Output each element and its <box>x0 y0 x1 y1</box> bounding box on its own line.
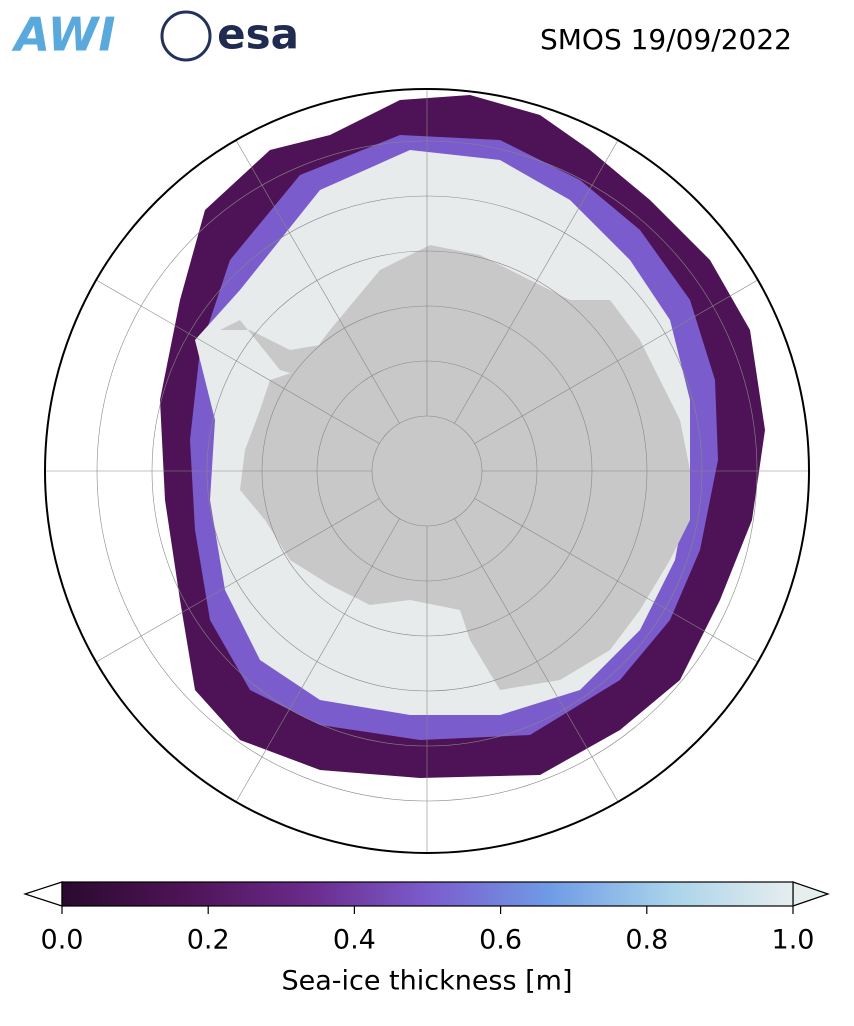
colorbar-tick-label: 0.4 <box>333 925 376 956</box>
esa-emblem <box>160 10 212 62</box>
esa-logo: esa <box>217 10 299 59</box>
colorbar-ramp <box>61 881 794 907</box>
colorbar: 0.0 0.2 0.4 0.6 0.8 1.0 <box>23 881 830 956</box>
antarctica <box>240 245 690 690</box>
graticule-meridian <box>226 124 400 424</box>
colorbar-tick-label: 0.0 <box>41 925 84 956</box>
title: SMOS 19/09/2022 <box>540 23 792 56</box>
graticule-meridian <box>226 518 400 818</box>
map-border <box>44 88 810 854</box>
map <box>45 89 809 853</box>
colorbar-tick-label: 1.0 <box>772 925 815 956</box>
graticule-meridian <box>454 124 628 424</box>
colorbar-label: Sea-ice thickness [m] <box>281 966 572 997</box>
colorbar-tick-label: 0.2 <box>187 925 230 956</box>
colorbar-tick-label: 0.8 <box>625 925 668 956</box>
awi-logo: AWI <box>12 8 116 62</box>
graticule-meridian <box>474 270 774 444</box>
graticule-meridian <box>454 518 628 818</box>
graticule-meridian <box>474 498 774 672</box>
graticule-meridian <box>80 270 380 444</box>
graticule-meridian <box>80 498 380 672</box>
colorbar-tick-label: 0.6 <box>479 925 522 956</box>
